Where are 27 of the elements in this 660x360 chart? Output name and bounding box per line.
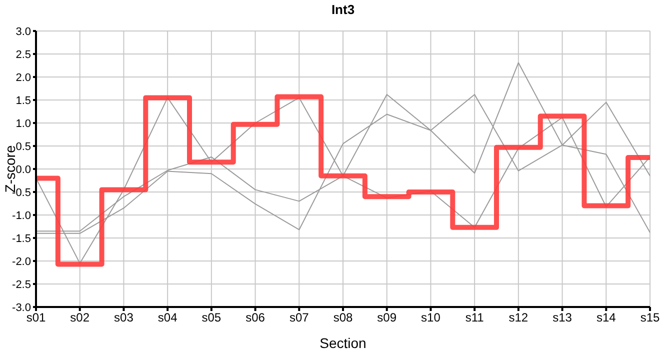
x-tick-label: s12 [508, 310, 528, 325]
y-tick-label: 1.0 [16, 118, 31, 130]
y-tick-label: -1.5 [12, 232, 31, 245]
x-tick-label: s05 [202, 310, 222, 325]
x-tick-label: s10 [421, 310, 441, 325]
x-tick-label: s13 [552, 310, 572, 325]
y-tick-label: -1.0 [12, 210, 31, 222]
x-tick-label: s04 [158, 310, 178, 325]
chart-title: Int3 [330, 2, 356, 17]
y-tick-label: -2.5 [12, 278, 31, 291]
y-tick-label: 1.5 [16, 94, 31, 107]
x-tick-label: s03 [114, 310, 134, 325]
y-tick-label: 3.0 [16, 26, 31, 38]
x-tick-label: s07 [289, 310, 310, 325]
y-tick-label: 2.0 [16, 72, 31, 84]
y-tick-label: 0.5 [16, 140, 31, 153]
y-tick-label: 0.0 [16, 164, 31, 176]
x-tick-label: s02 [70, 310, 90, 325]
x-tick-label: s11 [465, 310, 484, 325]
x-axis-title: Section [320, 335, 366, 351]
x-tick-label: s08 [333, 310, 353, 325]
y-tick-label: 2.5 [16, 48, 31, 61]
x-tick-label: s14 [596, 310, 616, 325]
x-tick-label: s09 [377, 310, 397, 325]
x-tick-label: s06 [246, 310, 266, 325]
x-tick-label: s15 [640, 310, 660, 325]
y-tick-label: -2.0 [12, 256, 31, 268]
